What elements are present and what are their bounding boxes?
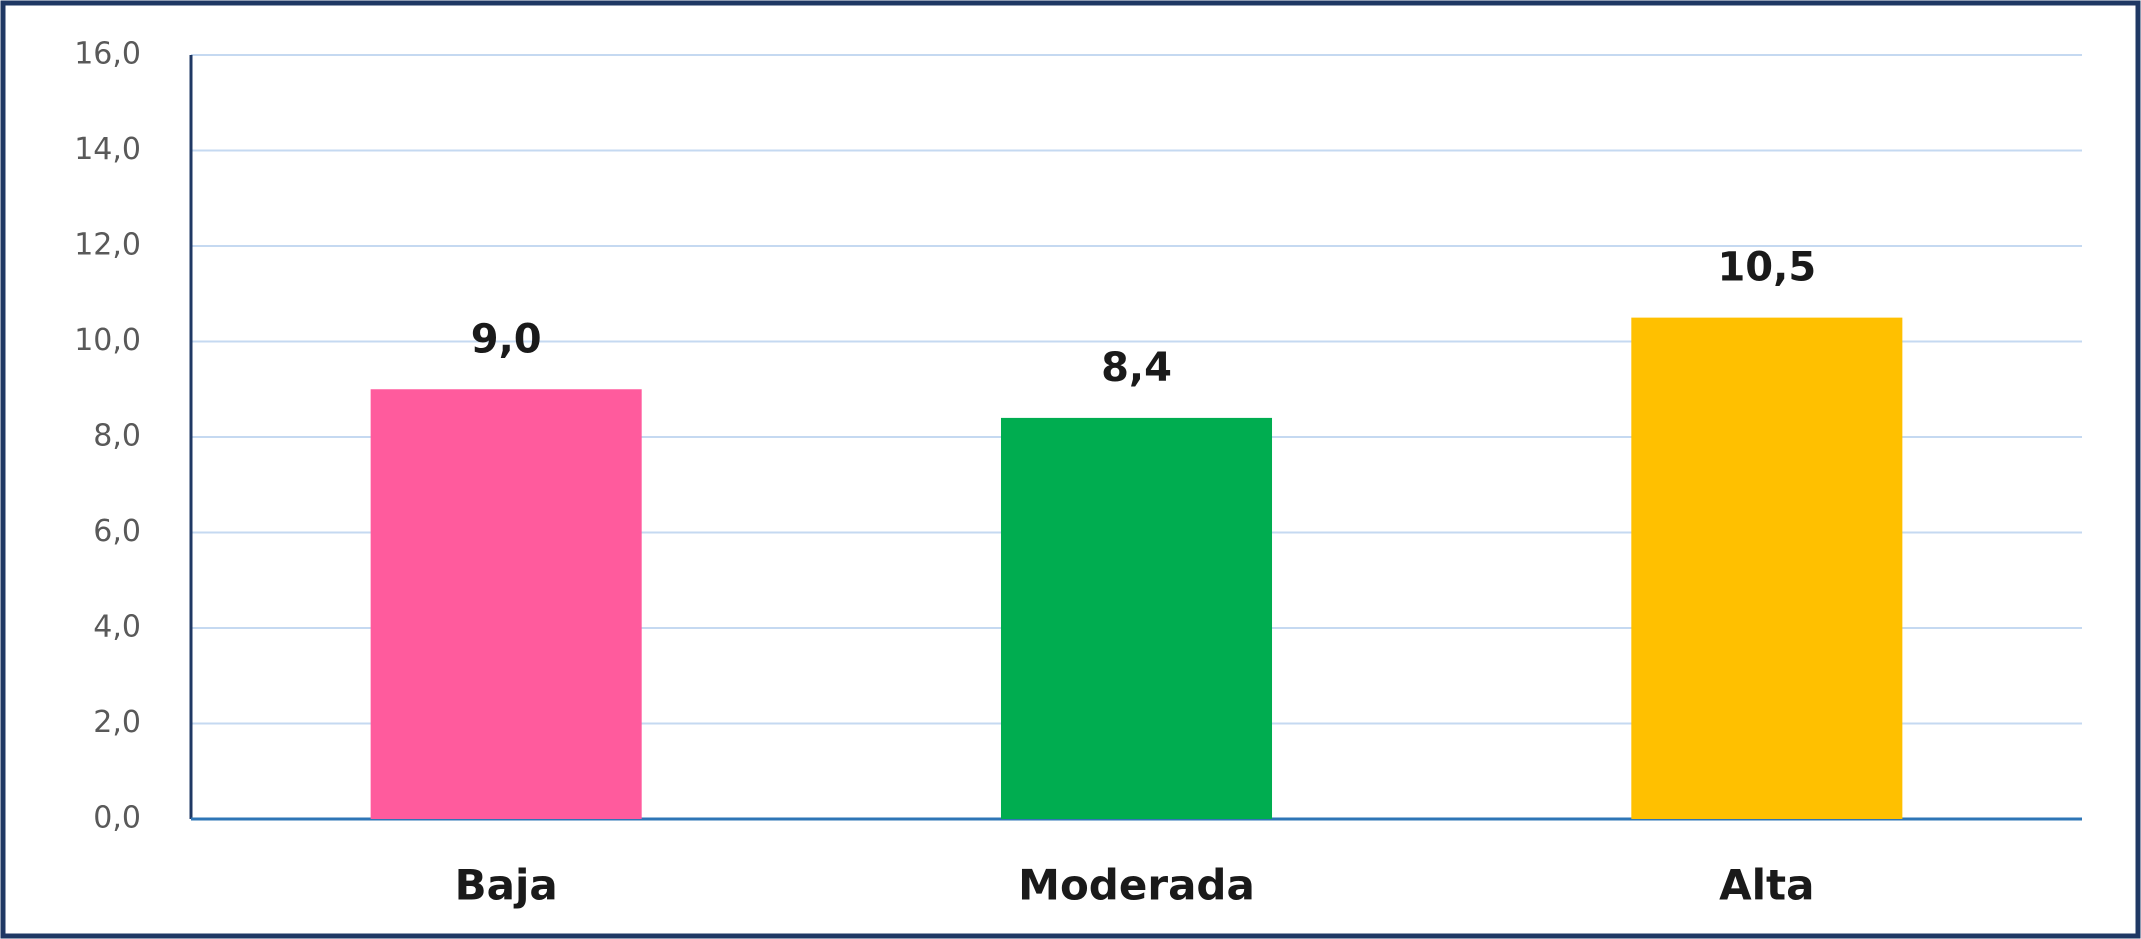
- value-label: 10,5: [1717, 245, 1816, 291]
- value-label: 9,0: [471, 316, 542, 362]
- bar: [1631, 317, 1903, 819]
- y-tick-label: 4,0: [93, 610, 141, 645]
- bar: [1000, 417, 1273, 819]
- y-tick-label: 12,0: [74, 228, 141, 263]
- x-tick-label: Moderada: [1018, 861, 1255, 910]
- y-tick-label: 0,0: [93, 801, 141, 836]
- y-tick-label: 6,0: [93, 514, 141, 549]
- y-tick-label: 14,0: [74, 132, 141, 167]
- value-label: 8,4: [1101, 345, 1172, 391]
- x-tick-label: Alta: [1719, 861, 1814, 910]
- y-tick-label: 16,0: [74, 37, 141, 72]
- y-tick-label: 8,0: [93, 419, 141, 454]
- x-tick-label: Baja: [455, 861, 558, 910]
- bar: [370, 389, 642, 819]
- y-tick-label: 10,0: [74, 323, 141, 358]
- y-tick-label: 2,0: [93, 705, 141, 740]
